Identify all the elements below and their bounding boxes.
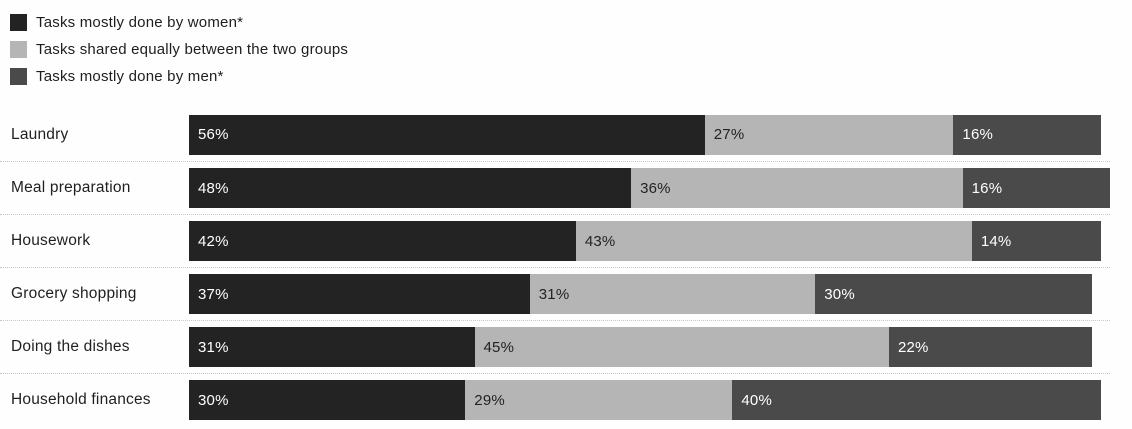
- legend-swatch: [10, 41, 27, 58]
- category-label: Household finances: [11, 391, 151, 408]
- legend-label: Tasks mostly done by men*: [36, 68, 224, 85]
- bar-track: 30% 29% 40%: [189, 380, 1110, 420]
- bar-segment: 31%: [529, 274, 816, 314]
- legend-swatch: [10, 14, 27, 31]
- bar-track: 37% 31% 30%: [189, 274, 1110, 314]
- bar-track: 48% 36% 16%: [189, 168, 1110, 208]
- chart-row: Household finances 30% 29% 40%: [0, 373, 1110, 426]
- bar-segment: 14%: [971, 221, 1101, 261]
- legend-item: Tasks shared equally between the two gro…: [10, 36, 1132, 63]
- category-label: Housework: [11, 232, 91, 249]
- bar-segment: 37%: [189, 274, 530, 314]
- legend-label: Tasks mostly done by women*: [36, 14, 244, 31]
- bar-segment: 16%: [953, 114, 1101, 155]
- bar-segment: 16%: [962, 168, 1110, 208]
- chart-rows: Laundry 56% 27% 16% Meal preparation 48% 36% 16…: [0, 108, 1132, 426]
- chart-row: Meal preparation 48% 36% 16%: [0, 161, 1110, 214]
- bar-segment: 30%: [815, 274, 1092, 314]
- legend-item: Tasks mostly done by women*: [10, 9, 1132, 36]
- bar-segment: 56%: [189, 114, 705, 155]
- bar-segment: 27%: [704, 114, 954, 155]
- bar-track: 42% 43% 14%: [189, 221, 1110, 261]
- bar-segment: 40%: [732, 380, 1101, 420]
- bar-segment: 22%: [888, 327, 1092, 367]
- chart-row: Grocery shopping 37% 31% 30%: [0, 267, 1110, 320]
- category-label: Doing the dishes: [11, 338, 130, 355]
- bar-track: 31% 45% 22%: [189, 327, 1110, 367]
- bar-segment: 48%: [189, 168, 632, 208]
- bar-segment: 31%: [189, 327, 475, 367]
- bar-segment: 43%: [575, 221, 972, 261]
- bar-segment: 30%: [189, 380, 466, 420]
- legend-label: Tasks shared equally between the two gro…: [36, 41, 349, 58]
- chart-legend: Tasks mostly done by women* Tasks shared …: [0, 0, 1132, 90]
- bar-segment: 36%: [631, 168, 963, 208]
- legend-swatch: [10, 68, 27, 85]
- category-label: Laundry: [11, 125, 69, 143]
- bar-segment: 45%: [474, 327, 889, 367]
- chart-row: Doing the dishes 31% 45% 22%: [0, 320, 1110, 373]
- chart-row: Laundry 56% 27% 16%: [0, 108, 1110, 161]
- category-label: Grocery shopping: [11, 285, 137, 302]
- legend-item: Tasks mostly done by men*: [10, 63, 1132, 90]
- bar-segment: 29%: [465, 380, 733, 420]
- bar-segment: 42%: [189, 221, 576, 261]
- category-label: Meal preparation: [11, 179, 131, 196]
- bar-track: 56% 27% 16%: [189, 114, 1110, 155]
- chart-row: Housework 42% 43% 14%: [0, 214, 1110, 267]
